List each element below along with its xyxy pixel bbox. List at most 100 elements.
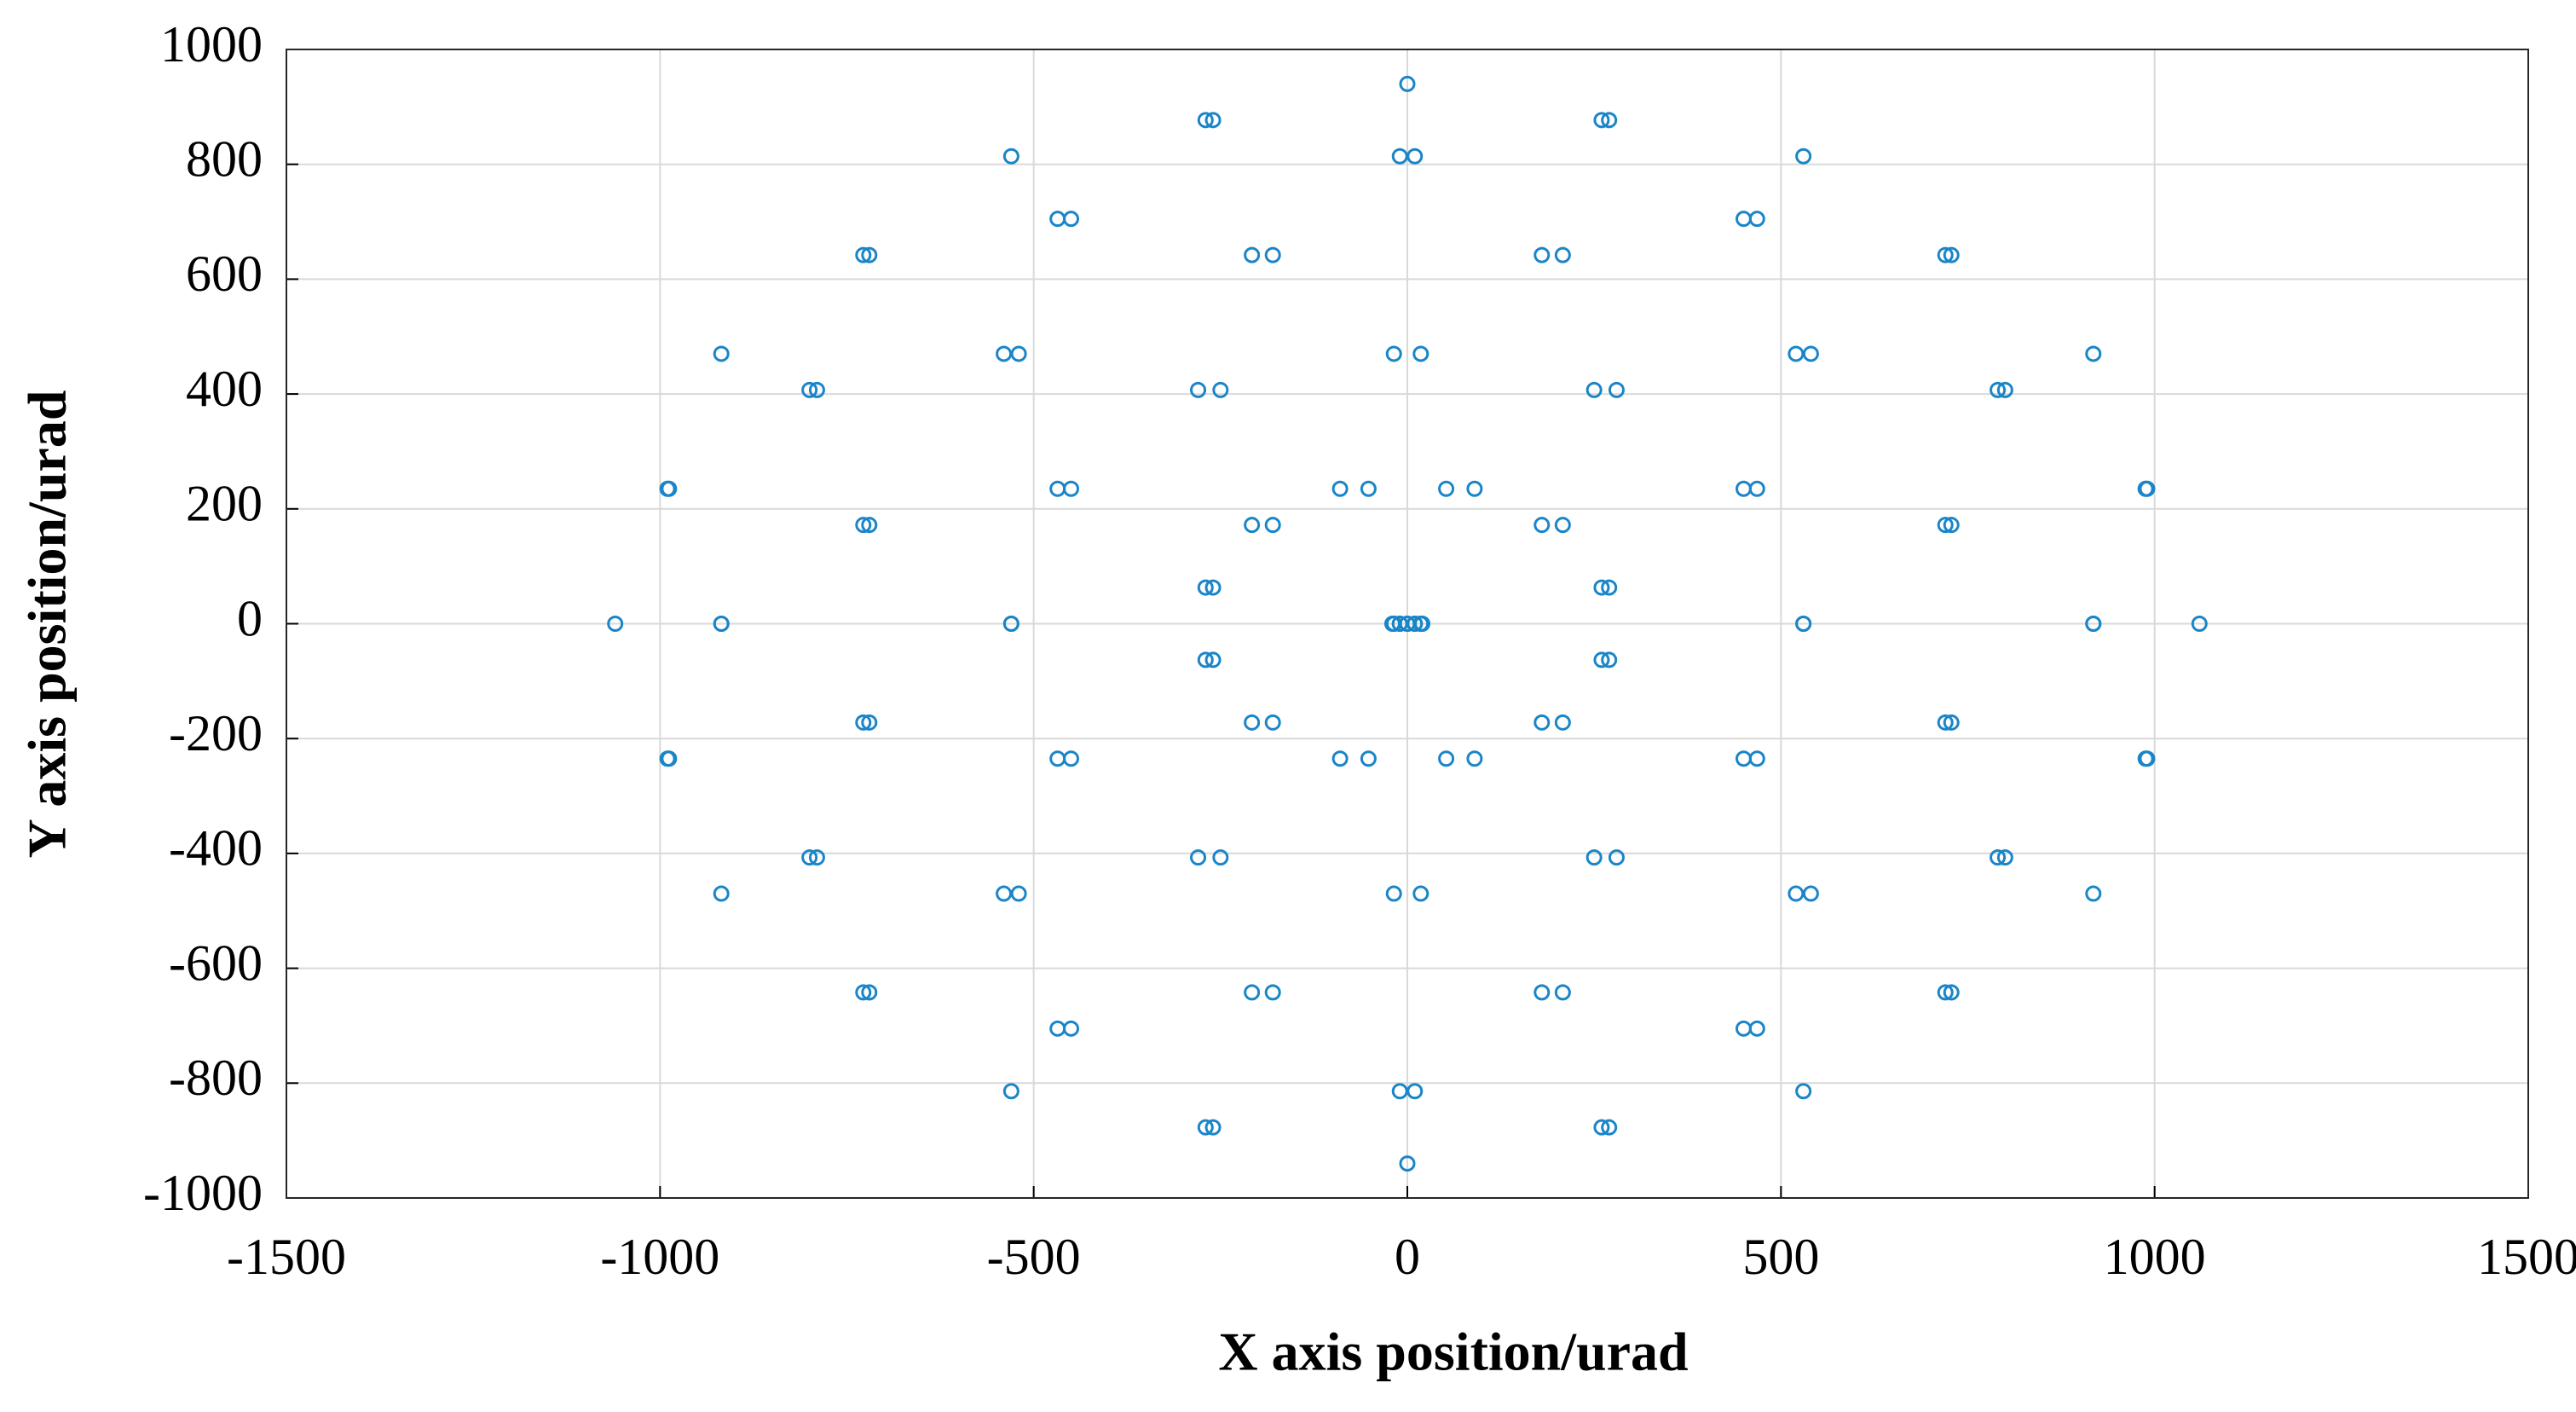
scatter-point	[855, 246, 872, 263]
scatter-point	[1601, 651, 1618, 668]
y-axis-label: Y axis position/urad	[17, 391, 78, 859]
scatter-point	[1190, 381, 1207, 398]
scatter-point	[661, 750, 678, 767]
scatter-point	[1063, 750, 1079, 767]
scatter-point	[1554, 984, 1571, 1001]
x-tick-label: 1500	[2477, 1229, 2576, 1285]
scatter-point	[1554, 517, 1571, 534]
scatter-point	[1212, 381, 1229, 398]
scatter-point	[1937, 714, 1954, 731]
scatter-point	[1795, 1083, 1812, 1100]
scatter-point	[861, 246, 878, 263]
scatter-point	[1943, 517, 1960, 534]
y-tick-label: 1000	[160, 16, 263, 72]
scatter-point	[1063, 211, 1079, 228]
scatter-point	[1748, 750, 1765, 767]
scatter-point	[1608, 381, 1625, 398]
scatter-point	[855, 714, 872, 731]
scatter-point	[1748, 480, 1765, 497]
scatter-point	[1608, 849, 1625, 866]
scatter-point	[1197, 112, 1214, 129]
scatter-point	[1802, 345, 1819, 362]
scatter-point	[1406, 1083, 1424, 1100]
scatter-point	[1601, 112, 1618, 129]
scatter-point	[1049, 211, 1066, 228]
scatter-point	[1554, 714, 1571, 731]
scatter-point	[1197, 579, 1214, 596]
scatter-point	[1244, 246, 1261, 263]
scatter-point	[1412, 345, 1430, 362]
scatter-point	[1002, 616, 1019, 632]
scatter-point	[1391, 148, 1408, 165]
scatter-point	[1204, 112, 1222, 129]
scatter-point	[1943, 984, 1960, 1001]
scatter-point	[2191, 616, 2208, 632]
scatter-point	[1406, 616, 1424, 632]
x-tick-label: 500	[1742, 1229, 1819, 1285]
scatter-point	[1593, 651, 1610, 668]
scatter-point	[855, 984, 872, 1001]
scatter-point	[1554, 246, 1571, 263]
scatter-point	[1736, 211, 1752, 228]
scatter-point	[1748, 211, 1765, 228]
scatter-point	[1601, 1119, 1618, 1136]
scatter-point	[1533, 517, 1551, 534]
scatter-point	[1990, 849, 2007, 866]
scatter-point	[2137, 480, 2154, 497]
scatter-point	[1385, 885, 1402, 902]
scatter-point	[2085, 345, 2102, 362]
scatter-point	[1585, 381, 1603, 398]
scatter-point	[1937, 246, 1954, 263]
scatter-point	[1736, 750, 1752, 767]
scatter-point	[861, 714, 878, 731]
scatter-point	[861, 517, 878, 534]
scatter-point	[855, 517, 872, 534]
scatter-point	[1788, 345, 1805, 362]
scatter-point	[1593, 579, 1610, 596]
scatter-point	[659, 480, 676, 497]
scatter-point	[1406, 148, 1424, 165]
scatter-point	[1996, 381, 2013, 398]
scatter-point	[1190, 849, 1207, 866]
scatter-point	[1197, 1119, 1214, 1136]
scatter-point	[1412, 616, 1430, 632]
scatter-point	[1264, 246, 1281, 263]
scatter-point	[1049, 480, 1066, 497]
scatter-point	[1736, 480, 1752, 497]
scatter-point	[1585, 849, 1603, 866]
scatter-point	[1204, 651, 1222, 668]
scatter-point	[1412, 885, 1430, 902]
scatter-point	[1063, 1020, 1079, 1037]
scatter-point	[1990, 381, 2007, 398]
scatter-point	[1264, 517, 1281, 534]
scatter-point	[1360, 480, 1377, 497]
scatter-point	[1593, 1119, 1610, 1136]
scatter-point	[996, 885, 1013, 902]
scatter-point	[1996, 849, 2013, 866]
scatter-point	[1533, 984, 1551, 1001]
y-tick-label: -800	[169, 1050, 263, 1106]
scatter-point	[1438, 480, 1455, 497]
scatter-point	[1385, 345, 1402, 362]
scatter-point	[1593, 112, 1610, 129]
scatter-point	[1795, 148, 1812, 165]
scatter-point	[1601, 579, 1618, 596]
scatter-point	[1399, 75, 1416, 92]
scatter-point	[713, 345, 730, 362]
scatter-point	[2085, 885, 2102, 902]
y-tick-label: 600	[186, 246, 263, 302]
scatter-point	[1002, 148, 1019, 165]
scatter-point	[1063, 480, 1079, 497]
y-tick-label: 200	[186, 476, 263, 532]
scatter-point	[1331, 750, 1349, 767]
scatter-point	[1244, 714, 1261, 731]
scatter-point	[1010, 885, 1027, 902]
scatter-point	[1212, 849, 1229, 866]
scatter-point	[1802, 885, 1819, 902]
scatter-point	[1399, 1155, 1416, 1172]
scatter-point	[1002, 1083, 1019, 1100]
scatter-point	[2137, 750, 2154, 767]
y-tick-label: -200	[169, 705, 263, 761]
y-tick-label: -600	[169, 935, 263, 991]
